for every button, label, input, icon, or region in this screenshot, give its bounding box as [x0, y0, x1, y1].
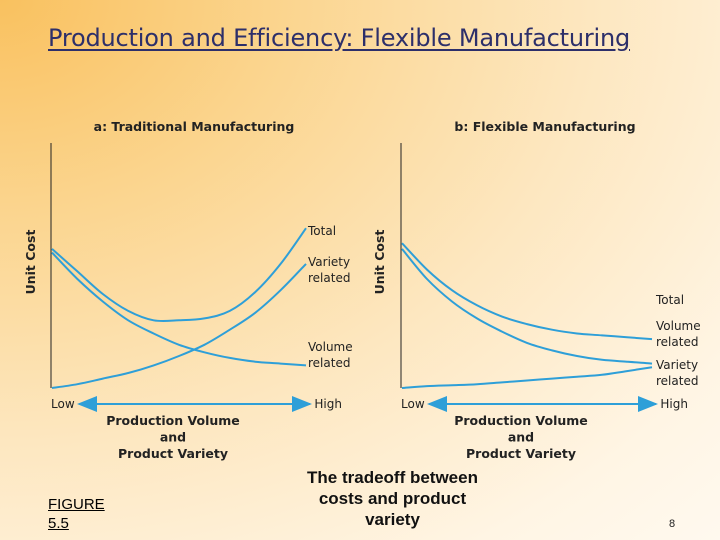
x-axis-label-line: Production Volume — [454, 413, 588, 428]
x-axis-label-line: and — [508, 430, 534, 445]
series-label-volume-related: related — [656, 335, 698, 349]
series-line-variety-related — [401, 366, 653, 389]
series-label-total: Total — [655, 293, 684, 307]
x-axis-label-line: Production Volume — [106, 413, 240, 428]
series-label-total: Total — [307, 224, 336, 238]
x-tick-low: Low — [401, 397, 425, 411]
series-label-variety-related: related — [656, 374, 698, 388]
series-label-variety-related: Variety — [308, 255, 350, 269]
x-axis-label-line: Product Variety — [466, 446, 576, 461]
chart-title: b: Flexible Manufacturing — [454, 119, 635, 134]
x-tick-low: Low — [51, 397, 75, 411]
x-tick-high: High — [660, 397, 688, 411]
slide-title: Production and Efficiency: Flexible Manu… — [48, 24, 631, 52]
x-tick-high: High — [314, 397, 342, 411]
chart-title: a: Traditional Manufacturing — [94, 119, 295, 134]
figure-caption: FIGURE 5.5 — [48, 495, 105, 533]
series-label-volume-related: Volume — [656, 319, 701, 333]
y-axis-label: Unit Cost — [372, 230, 387, 295]
x-axis-label-line: and — [160, 430, 186, 445]
series-line-total — [51, 227, 307, 323]
panel-flexible-manufacturing: b: Flexible Manufacturing Unit Cost Low Hig… — [372, 119, 701, 461]
y-axis-label: Unit Cost — [23, 230, 38, 295]
series-line-volume-related — [401, 248, 653, 365]
x-axis-label-line: Product Variety — [118, 446, 228, 461]
series-label-variety-related: Variety — [656, 358, 698, 372]
series-label-variety-related: related — [308, 271, 350, 285]
series-line-variety-related — [51, 263, 307, 389]
page-number: 8 — [669, 518, 676, 530]
panel-traditional-manufacturing: a: Traditional Manufacturing Unit Cost Low… — [23, 119, 353, 461]
slide-subtitle: The tradeoff between costs and product v… — [307, 468, 478, 529]
series-label-volume-related: related — [308, 356, 350, 370]
figure-label-line1: FIGURE — [48, 496, 105, 513]
series-line-volume-related — [51, 251, 307, 367]
series-line-total — [401, 242, 653, 341]
series-label-volume-related: Volume — [308, 340, 353, 354]
figure-label-line2: 5.5 — [48, 515, 69, 532]
